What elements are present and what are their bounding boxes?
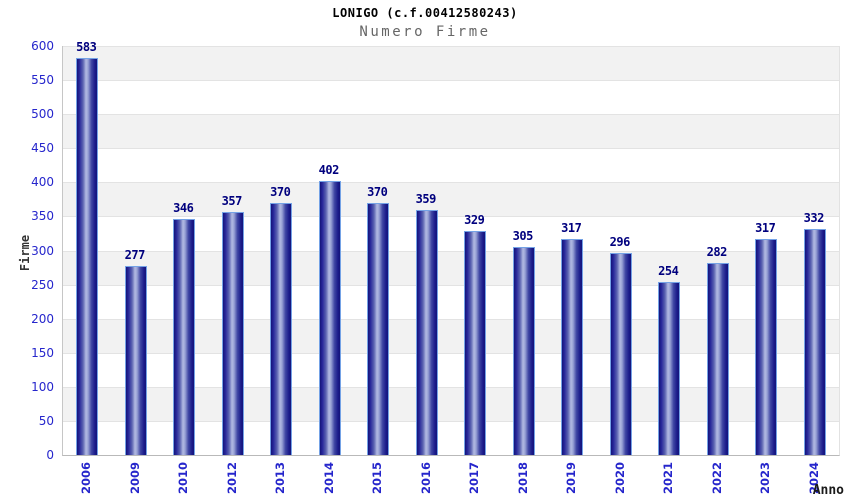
grid-band	[63, 114, 839, 149]
bar-value-label: 317	[755, 220, 776, 235]
x-axis-tick-label: 2015	[370, 461, 385, 495]
bar-value-label: 254	[658, 263, 679, 278]
bar-2024	[803, 228, 826, 455]
bar-2020	[609, 253, 632, 455]
bar-value-label: 317	[561, 220, 582, 235]
grid-band	[63, 80, 839, 115]
bar-2018	[512, 247, 535, 455]
x-axis-tick-label: 2017	[467, 461, 482, 495]
x-axis-tick-label: 2018	[515, 461, 530, 495]
bar-value-label: 370	[367, 184, 388, 199]
bar-2006	[76, 57, 99, 455]
y-axis-tick-label: 150	[31, 345, 54, 360]
chart-subtitle: Numero Firme	[359, 24, 491, 40]
bar-value-label: 282	[706, 244, 728, 259]
y-axis-tick-label: 450	[31, 141, 54, 156]
bar-value-label: 359	[415, 192, 437, 207]
x-axis-tick-label: 2023	[758, 461, 773, 495]
grid-band	[63, 46, 839, 81]
x-axis-tick-label: 2013	[273, 461, 288, 495]
y-axis-tick-label: 550	[31, 73, 54, 88]
x-axis-tick-label: 2020	[612, 461, 627, 495]
x-axis-tick-label: 2006	[79, 461, 94, 495]
bar-value-label: 583	[76, 39, 97, 54]
x-axis-tick-label: 2021	[661, 461, 676, 495]
y-axis-tick-label: 100	[31, 379, 54, 394]
y-axis-tick-label: 500	[31, 107, 54, 122]
bar-value-label: 370	[270, 184, 291, 199]
bar-2013	[270, 202, 293, 455]
bar-2019	[561, 238, 584, 455]
bar-2016	[415, 210, 438, 455]
bar-2022	[706, 262, 729, 455]
y-axis-tick-label: 600	[31, 39, 54, 53]
x-axis-label: Anno	[812, 483, 844, 498]
y-axis-tick-label: 300	[31, 243, 54, 258]
y-axis-tick-label: 400	[31, 175, 54, 190]
bar-2012	[221, 211, 244, 455]
bar-value-label: 277	[124, 248, 146, 263]
bar-value-label: 305	[512, 229, 534, 244]
x-axis-tick-label: 2019	[564, 461, 579, 495]
bar-value-label: 357	[221, 193, 243, 208]
plot-area	[62, 46, 840, 456]
grid-band	[63, 182, 839, 217]
grid-band	[63, 148, 839, 183]
bar-value-label: 402	[318, 162, 340, 177]
y-axis-tick-label: 350	[31, 209, 54, 224]
chart-title: LONIGO (c.f.00412580243)	[332, 6, 518, 20]
bar-value-label: 346	[173, 201, 194, 216]
x-axis-tick-label: 2012	[224, 461, 239, 495]
bar-2009	[124, 266, 147, 455]
bar-2014	[318, 180, 341, 455]
bar-2017	[464, 230, 487, 455]
bar-2015	[367, 202, 390, 455]
y-axis-tick-label: 200	[31, 311, 54, 326]
x-axis-tick-label: 2009	[127, 461, 142, 495]
y-axis-tick-label: 0	[46, 448, 54, 462]
x-axis-tick-label: 2014	[321, 461, 336, 495]
y-axis-tick-label: 50	[38, 413, 54, 428]
x-axis-tick-label: 2010	[176, 461, 191, 495]
x-axis-tick-label: 2016	[418, 461, 433, 495]
bar-2023	[755, 238, 778, 455]
bar-value-label: 332	[803, 210, 825, 225]
bar-2010	[173, 219, 196, 455]
bar-value-label: 329	[464, 212, 485, 227]
x-axis-tick-label: 2022	[709, 461, 724, 495]
bar-2021	[658, 281, 681, 455]
y-axis-tick-label: 250	[31, 277, 54, 292]
bar-value-label: 296	[609, 235, 631, 250]
